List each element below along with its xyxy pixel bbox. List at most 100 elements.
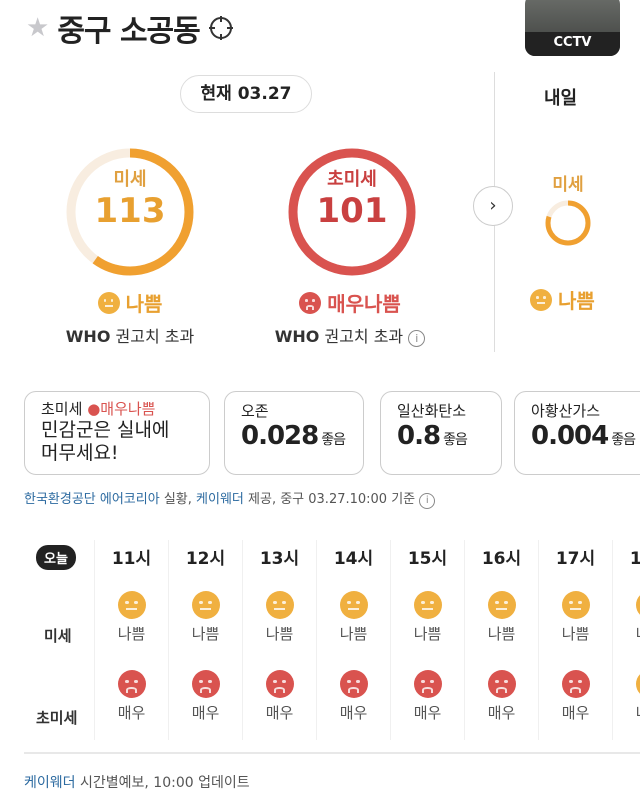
hour-column: 11시 나쁨 매우 [94,540,168,740]
hour-label: 17시 [555,549,596,569]
sad-face-icon [117,670,146,698]
cctv-button[interactable]: CCTV [525,0,620,56]
hour-label: 18시 [629,549,640,569]
hour-label: 11시 [111,549,152,569]
pm25-advice-card[interactable]: 초미세 ●매우나쁨 민감군은 실내에 머무세요! [24,391,210,475]
ozone-card[interactable]: 오존 0.028 좋음 [224,391,364,475]
sad-face-icon [561,670,590,698]
pm10-value: 113 [94,191,166,231]
pm10-gauge-arc [66,148,194,276]
sad-face-icon [339,670,368,698]
pm10-grade: 나쁨 [339,625,368,643]
neutral-face-icon [191,591,220,619]
sad-face-icon [265,670,294,698]
neutral-face-icon [413,591,442,619]
pm25-gauge: 초미세 101 [272,135,432,285]
source-provider-link[interactable]: 케이웨더 [196,492,244,507]
neutral-face-icon [117,591,146,619]
source-text: 제공, 중구 03.27.10:00 기준 [248,492,416,507]
location-title[interactable]: 중구 소공동 [57,14,200,49]
next-arrow-button[interactable]: › [473,186,513,226]
star-icon[interactable]: ★ [26,13,50,43]
hour-label: 14시 [333,549,374,569]
row-label-pm10: 미세 [44,627,72,645]
source-text: 실황, [163,492,192,507]
pm10-who-text: 권고치 초과 [115,327,195,346]
hour-column: 14시 나쁨 매우 [316,540,390,740]
neutral-face-icon [265,591,294,619]
card-value: 0.028 [241,421,319,451]
neutral-face-icon [339,591,368,619]
footer-text: 시간별예보, 10:00 업데이트 [79,775,250,791]
card-message: 민감군은 실내에 머무세요! [41,419,170,464]
pm25-grade: 매우 [487,704,516,722]
today-badge: 오늘 [36,545,76,570]
so2-card[interactable]: 아황산가스 0.004 좋음 [514,391,640,475]
info-icon[interactable]: i [408,330,426,347]
card-grade: 좋음 [321,432,346,448]
pm25-value: 101 [316,191,388,231]
pm25-who: WHO [274,327,320,346]
footer-provider-link[interactable]: 케이웨더 [24,775,76,791]
neutral-face-icon [635,591,640,619]
pm25-gauge-arc [288,148,416,276]
tomorrow-status: 나쁨 [558,289,595,313]
card-title: 일산화탄소 [397,402,467,420]
tomorrow-pm10: 미세 [528,170,608,251]
card-title: 초미세 [41,400,83,418]
hour-column: 18시 나쁨 나쁨 [612,540,640,740]
pm10-who: WHO [65,327,111,346]
pm25-grade: 매우 [265,704,294,722]
card-badge: 매우나쁨 [100,400,156,418]
neutral-face-icon [487,591,516,619]
info-icon[interactable]: i [419,493,436,509]
pm25-grade: 매우 [561,704,590,722]
card-title: 오존 [241,402,269,420]
pm10-grade: 나쁨 [117,625,146,643]
neutral-face-icon [97,291,120,314]
hour-label: 15시 [407,549,448,569]
forecast-footer: 케이웨더 시간별예보, 10:00 업데이트 [24,772,250,792]
tomorrow-pm10-label: 미세 [552,175,584,195]
location-header: ★ 중구 소공동 [26,6,234,50]
co-card[interactable]: 일산화탄소 0.8 좋음 [380,391,502,475]
row-label-pm25: 초미세 [36,709,78,727]
hour-column: 13시 나쁨 매우 [242,540,316,740]
pm25-grade: 매우 [117,704,146,722]
pm25-grade: 매우 [413,704,442,722]
sad-face-icon [191,670,220,698]
pm10-gauge: 미세 113 [50,135,210,285]
hour-label: 13시 [259,549,300,569]
pm10-status: 나쁨 [125,292,163,316]
pm10-grade: 나쁨 [487,625,516,643]
pm10-label: 미세 [113,169,147,190]
neutral-face-icon [561,591,590,619]
cctv-label: CCTV [525,32,620,56]
sad-face-icon [413,670,442,698]
hour-column: 17시 나쁨 매우 [538,540,612,740]
hourly-forecast[interactable]: 11시 나쁨 매우 12시 나쁨 매우 13시 나쁨 매우 14시 나쁨 매우 15시 … [0,0,640,760]
pm10-grade: 나쁨 [561,625,590,643]
pm10-grade: 나쁨 [265,625,294,643]
pm10-grade: 나쁨 [413,625,442,643]
sad-face-icon [299,291,322,314]
sad-face-icon [487,670,516,698]
pm25-status: 매우나쁨 [327,292,401,316]
card-grade: 좋음 [443,432,468,448]
card-grade: 좋음 [611,432,636,448]
source-agency-link[interactable]: 한국환경공단 에어코리아 [24,492,160,507]
current-date-pill: 현재 03.27 [180,75,312,113]
hour-column: 15시 나쁨 매우 [390,540,464,740]
source-line: 한국환경공단 에어코리아 실황, 케이웨더 제공, 중구 03.27.10:00… [24,488,436,509]
hour-column: 12시 나쁨 매우 [168,540,242,740]
hour-label: 12시 [185,549,226,569]
card-title: 아황산가스 [531,402,601,420]
hour-column: 16시 나쁨 매우 [464,540,538,740]
tomorrow-label[interactable]: 내일 [544,88,578,109]
hour-label: 16시 [481,549,522,569]
card-value: 0.004 [531,421,609,451]
pm10-grade: 나쁨 [191,625,220,643]
neutral-face-icon [530,288,552,311]
pm25-who-text: 권고치 초과 [324,327,404,346]
crosshair-icon[interactable] [208,15,234,41]
